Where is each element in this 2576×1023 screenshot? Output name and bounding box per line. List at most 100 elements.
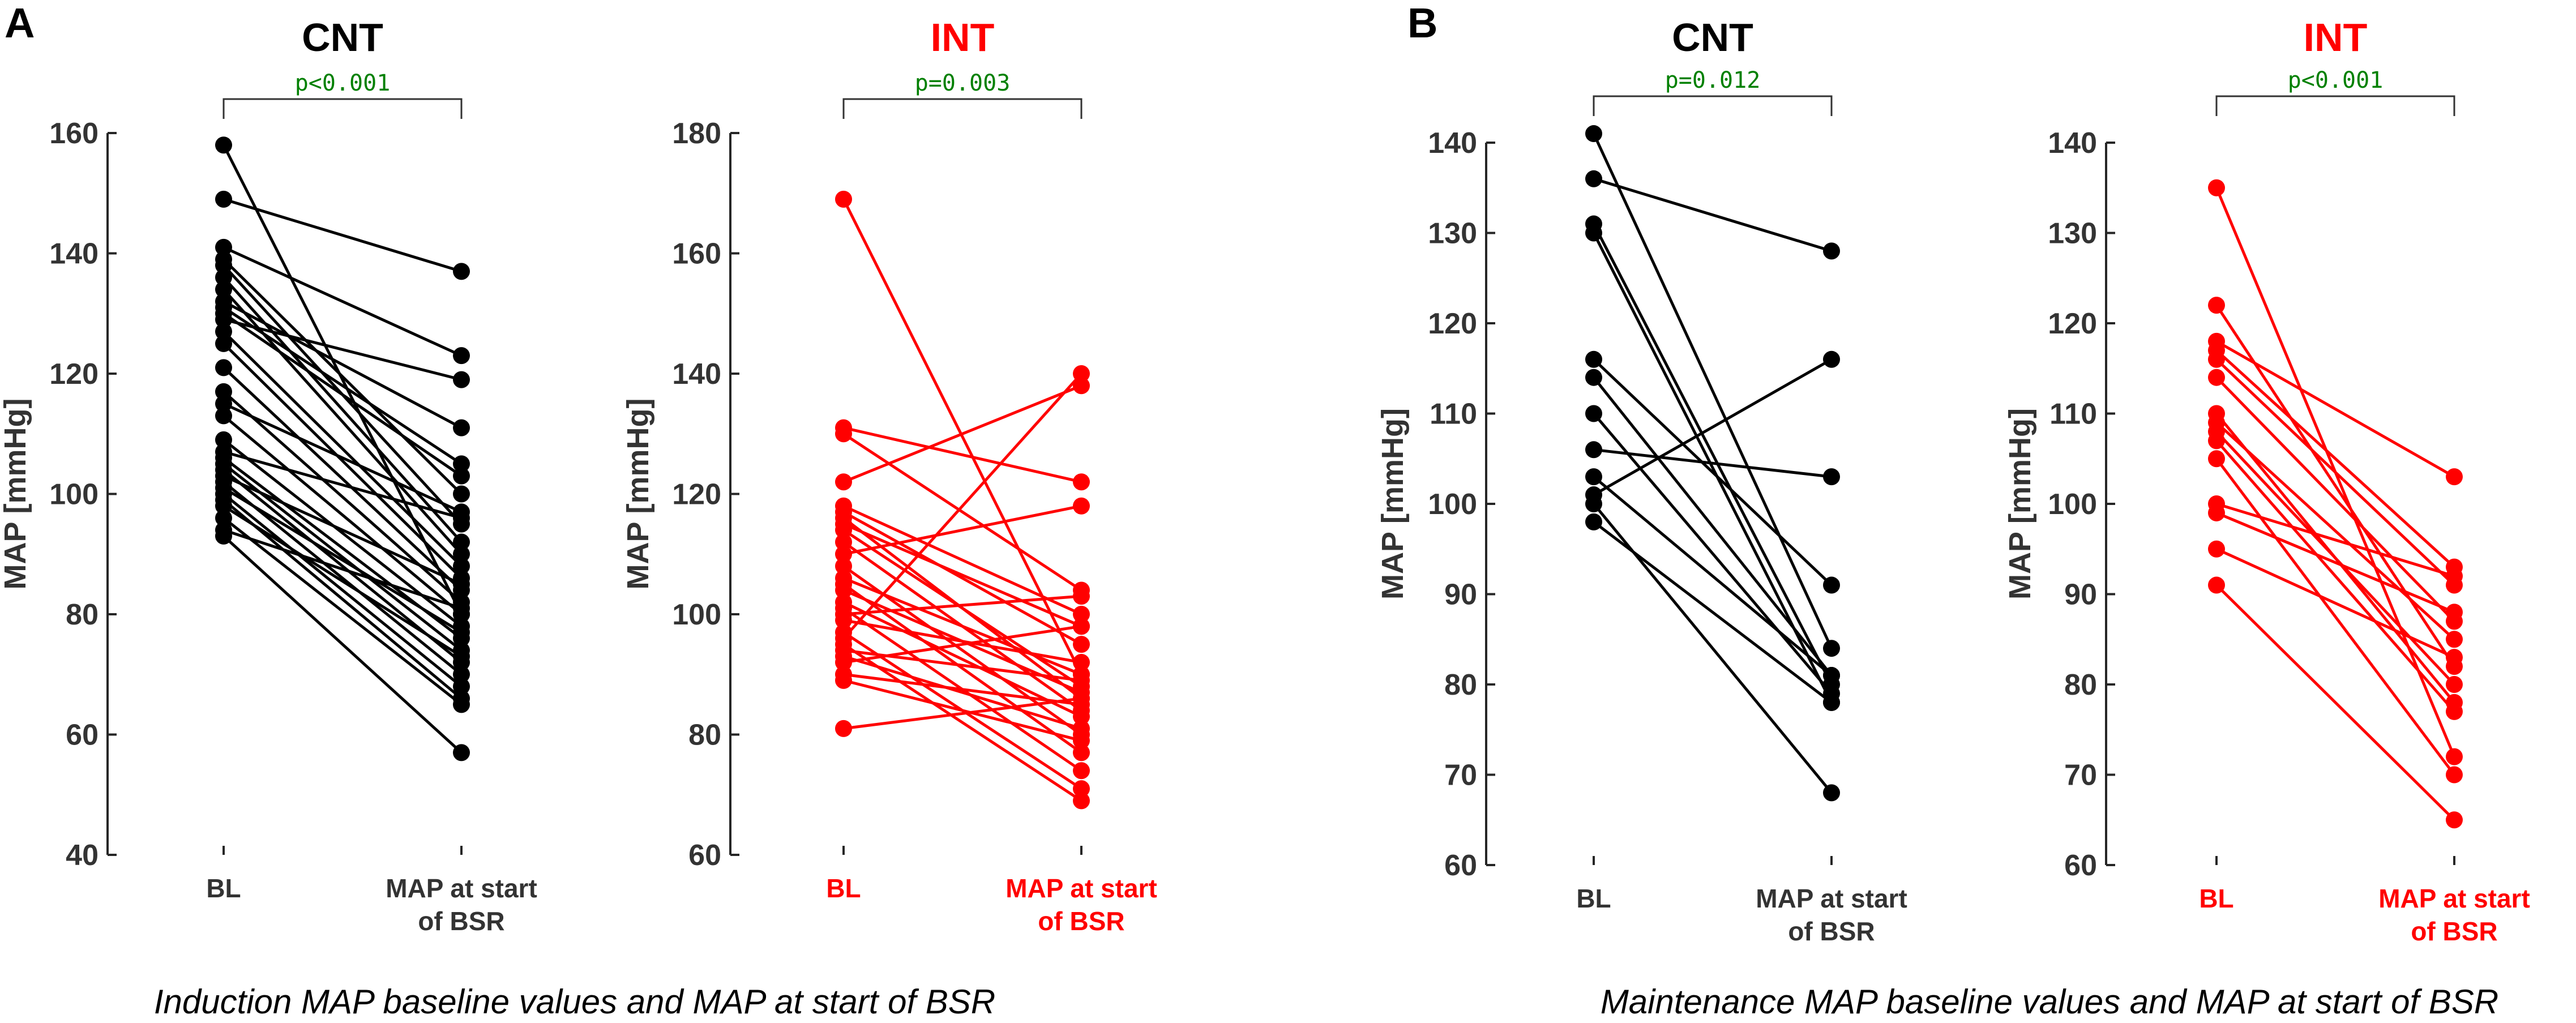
chart-4-point-bsr bbox=[2446, 766, 2463, 784]
chart-3-point-bsr bbox=[1823, 640, 1840, 657]
chart-2-point-bl bbox=[835, 671, 852, 689]
chart-1-point-bsr bbox=[453, 558, 470, 575]
chart-4-pair-line bbox=[2215, 430, 2455, 686]
chart-2-point-bsr bbox=[1073, 473, 1090, 491]
chart-2-y-label: MAP [mmHg] bbox=[621, 398, 655, 589]
chart-1-point-bsr bbox=[453, 666, 470, 683]
chart-2-pair-line bbox=[843, 594, 1082, 616]
chart-1-pair-line bbox=[222, 535, 463, 754]
chart-1-point-bsr bbox=[453, 648, 470, 665]
chart-2-y-tick-label: 100 bbox=[672, 598, 721, 631]
chart-4-pair-line bbox=[2215, 439, 2455, 713]
chart-3-point-bsr bbox=[1823, 468, 1840, 486]
chart-2-x-category-line: MAP at start bbox=[1005, 874, 1157, 903]
chart-1-point-bsr bbox=[453, 533, 470, 551]
chart-3-y-tick-label: 140 bbox=[1428, 127, 1477, 160]
chart-1-pair-line bbox=[222, 312, 463, 477]
chart-2-point-bsr bbox=[1073, 732, 1090, 750]
caption-maintenance: Maintenance MAP baseline values and MAP … bbox=[1601, 983, 2498, 1021]
chart-1-point-bl bbox=[215, 269, 232, 286]
chart-1-title: CNT bbox=[302, 15, 383, 59]
chart-4-x-category-2: MAP at start of BSR bbox=[2378, 884, 2530, 946]
chart-2-y-tick-label: 80 bbox=[688, 719, 721, 752]
chart-2-pair-line bbox=[843, 619, 1082, 664]
chart-1-p-value: p<0.001 bbox=[295, 70, 391, 96]
chart-2: INT 60 80 100 120 140 160 180 MAP [mmHg] BL MAP at… bbox=[621, 15, 1157, 936]
chart-1-y-tick-label: 100 bbox=[49, 478, 99, 511]
chart-1-point-bl bbox=[215, 359, 232, 376]
chart-3-x-category-line: BL bbox=[1576, 884, 1611, 913]
chart-1-point-bsr bbox=[453, 744, 470, 761]
chart-2-point-bsr bbox=[1073, 708, 1090, 725]
chart-1-point-bl bbox=[215, 190, 232, 208]
chart-1-pair-line bbox=[222, 300, 463, 429]
chart-2-pair-line bbox=[842, 504, 1082, 616]
chart-2-point-bsr bbox=[1073, 606, 1090, 623]
chart-3-point-bl bbox=[1585, 224, 1602, 242]
chart-3-point-bsr bbox=[1823, 784, 1840, 802]
chart-1-pair-line bbox=[223, 528, 462, 610]
chart-3-significance-bracket bbox=[1593, 95, 1833, 116]
chart-4-point-bsr bbox=[2446, 567, 2463, 585]
chart-1-pair-line bbox=[222, 258, 463, 495]
chart-3-pair-line bbox=[1593, 376, 1833, 677]
panel-letter-b: B bbox=[1407, 0, 1437, 46]
chart-1-significance-bracket bbox=[222, 98, 463, 119]
chart-3-pair-line bbox=[1593, 358, 1833, 496]
chart-2-pair-line bbox=[842, 373, 1082, 640]
chart-1-point-bsr bbox=[453, 696, 470, 713]
chart-1-pair-line bbox=[222, 246, 463, 357]
chart-2-point-bl bbox=[835, 473, 852, 491]
chart-3-pair-line bbox=[1593, 520, 1833, 704]
chart-4-point-bl bbox=[2208, 369, 2225, 386]
chart-2-point-bl bbox=[835, 545, 852, 563]
chart-2-p-value: p=0.003 bbox=[915, 70, 1011, 96]
chart-1-pair-line bbox=[222, 493, 463, 688]
chart-2-y-tick-label: 180 bbox=[672, 117, 721, 150]
chart-2-point-bl bbox=[835, 533, 852, 551]
chart-1-point-bsr bbox=[453, 678, 470, 695]
chart-1-pair-line bbox=[222, 504, 463, 658]
chart-4-point-bl bbox=[2208, 179, 2225, 196]
chart-2-point-bl bbox=[835, 190, 852, 208]
chart-3-point-bl bbox=[1585, 513, 1602, 530]
chart-3-point-bl bbox=[1585, 170, 1602, 187]
chart-3-point-bsr bbox=[1823, 694, 1840, 711]
chart-1-point-bsr bbox=[453, 455, 470, 473]
chart-3-point-bl bbox=[1585, 441, 1602, 459]
chart-1-point-bsr bbox=[453, 347, 470, 365]
chart-2-pair-line bbox=[843, 697, 1082, 730]
charts-container: CNT 40 60 80 100 120 140 160 MAP [mmHg] BL MAP at … bbox=[0, 15, 2530, 946]
chart-2-y-tick-label: 140 bbox=[672, 358, 721, 391]
chart-3-point-bsr bbox=[1823, 350, 1840, 368]
chart-1-pair-line bbox=[222, 486, 463, 634]
chart-4-point-bl bbox=[2208, 576, 2225, 594]
chart-1-point-bl bbox=[215, 510, 232, 527]
chart-2-point-bsr bbox=[1073, 792, 1090, 810]
chart-3-y-tick-label: 110 bbox=[1430, 398, 1477, 431]
chart-1-y-tick-label: 40 bbox=[66, 839, 99, 872]
chart-1-point-bl bbox=[215, 395, 232, 413]
chart-3-x-category-1: BL bbox=[1576, 884, 1611, 913]
chart-2-y-tick-label: 120 bbox=[672, 478, 721, 511]
chart-4-point-bl bbox=[2208, 350, 2225, 368]
chart-2-point-bl bbox=[835, 425, 852, 443]
chart-1-x-category-1: BL bbox=[206, 874, 241, 903]
chart-2-significance-bracket bbox=[842, 98, 1082, 119]
chart-1-point-bsr bbox=[453, 485, 470, 503]
chart-1-point-bsr bbox=[453, 467, 470, 485]
chart-3-point-bl bbox=[1585, 350, 1602, 368]
chart-1-pair-line bbox=[223, 318, 462, 382]
chart-1-point-bl bbox=[215, 311, 232, 328]
chart-2-point-bsr bbox=[1073, 618, 1090, 635]
chart-2-pair-line bbox=[842, 511, 1082, 646]
chart-1-pair-line bbox=[222, 414, 463, 615]
chart-1-pair-line bbox=[223, 198, 462, 273]
chart-1-point-bl bbox=[215, 238, 232, 256]
chart-1: CNT 40 60 80 100 120 140 160 MAP [mmHg] BL MAP at … bbox=[0, 15, 537, 936]
chart-4-x-category-line: MAP at start bbox=[2378, 884, 2530, 913]
chart-2-point-bl bbox=[835, 654, 852, 671]
chart-2-point-bsr bbox=[1073, 377, 1090, 395]
chart-3-title: CNT bbox=[1672, 15, 1753, 59]
